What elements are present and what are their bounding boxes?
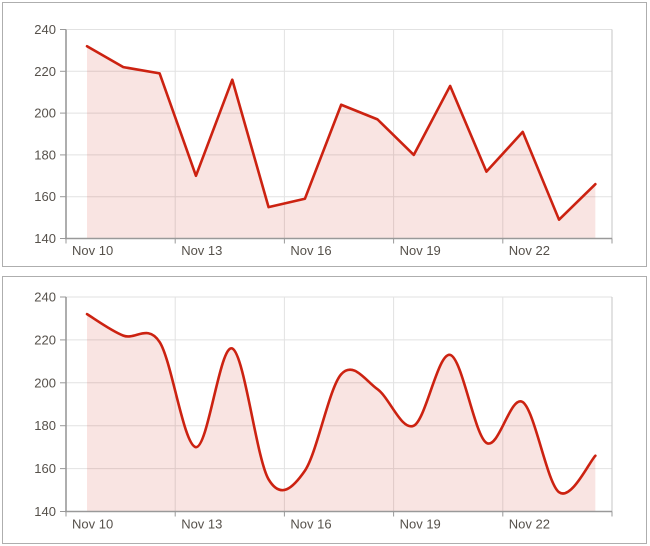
- spline-series-line: [85, 312, 597, 495]
- x-tick-label: Nov 16: [290, 243, 331, 258]
- x-tick-label: Nov 22: [509, 517, 550, 532]
- y-tick-label: 240: [34, 22, 56, 37]
- y-tick-label: 200: [34, 375, 56, 390]
- line-area-chart: 140 160 180 200 220 240 Nov 10 Nov 13 Nov 16 Nov …: [34, 22, 613, 258]
- y-tick-label: 160: [34, 189, 56, 204]
- y-tick-label: 140: [34, 504, 56, 519]
- line-area-chart-panel: 140 160 180 200 220 240 Nov 10 Nov 13 Nov 16 Nov …: [2, 2, 647, 267]
- x-tick-label: Nov 19: [400, 517, 441, 532]
- x-tick-label: Nov 13: [181, 243, 222, 258]
- y-tick-label: 160: [34, 461, 56, 476]
- y-tick-label: 220: [34, 332, 56, 347]
- y-tick-label: 180: [34, 418, 56, 433]
- y-tick-label: 200: [34, 106, 56, 121]
- x-tick-label: Nov 13: [181, 517, 222, 532]
- x-tick-label: Nov 22: [509, 243, 550, 258]
- y-tick-label: 180: [34, 147, 56, 162]
- series-area-fill: [87, 314, 596, 512]
- x-tick-label: Nov 10: [72, 517, 113, 532]
- series-area-fill: [87, 46, 596, 239]
- line-series-line: [85, 44, 597, 221]
- x-tick-label: Nov 16: [290, 517, 331, 532]
- spline-area-chart-panel: 140 160 180 200 220 240 Nov 10 Nov 13 Nov 16 Nov …: [2, 276, 647, 544]
- x-tick-label: Nov 19: [400, 243, 441, 258]
- x-tick-label: Nov 10: [72, 243, 113, 258]
- y-tick-label: 140: [34, 231, 56, 246]
- spline-area-chart: 140 160 180 200 220 240 Nov 10 Nov 13 Nov 16 Nov …: [34, 290, 613, 532]
- y-tick-label: 220: [34, 64, 56, 79]
- y-tick-label: 240: [34, 290, 56, 305]
